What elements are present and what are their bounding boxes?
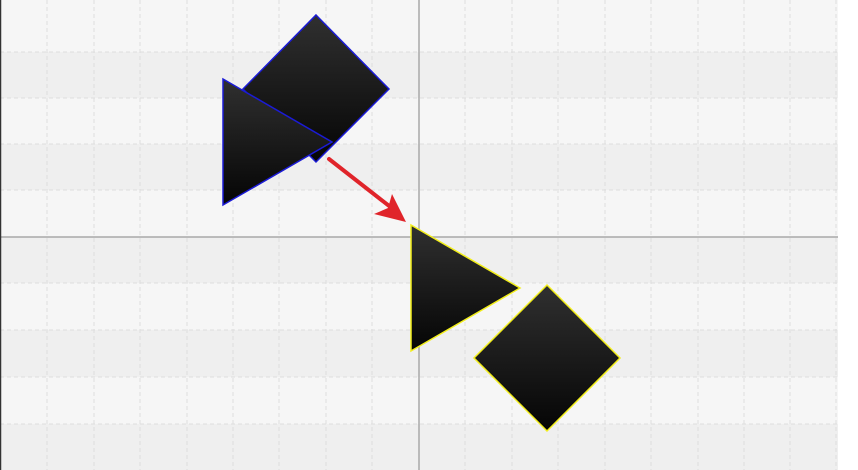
- ungrouped-triangle[interactable]: [410, 223, 522, 353]
- arrow-head: [374, 194, 406, 222]
- ungrouped-polygons[interactable]: [410, 223, 622, 433]
- right-margin: [838, 0, 858, 470]
- transition-arrow: [327, 157, 406, 222]
- arrow-shaft: [327, 157, 395, 211]
- grouped-polygons[interactable]: [222, 13, 391, 207]
- ungrouped-diamond[interactable]: [472, 283, 622, 433]
- grouped-triangle[interactable]: [222, 77, 334, 207]
